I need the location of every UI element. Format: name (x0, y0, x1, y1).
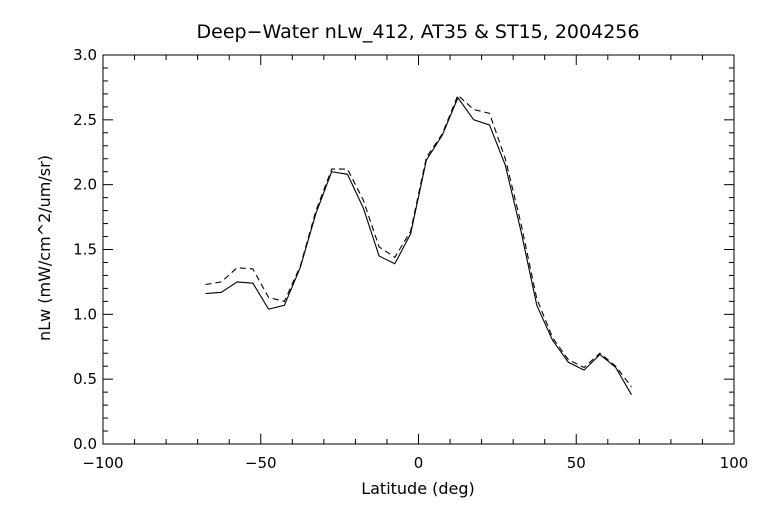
x-axis: −100 −50 0 50 100 (82, 55, 748, 472)
y-tick-label: 1.0 (73, 305, 97, 323)
y-axis: 0.0 0.5 1.0 1.5 2.0 2.5 3.0 (73, 46, 734, 453)
y-tick-label: 2.5 (73, 111, 97, 129)
chart-title: Deep−Water nLw_412, AT35 & ST15, 2004256 (197, 21, 640, 43)
y-tick-label: 3.0 (73, 46, 97, 64)
y-tick-label: 0.5 (73, 370, 97, 388)
series-line-solid (205, 96, 632, 395)
y-tick-label: 0.0 (73, 435, 97, 453)
y-axis-label: nLw (mW/cm^2/um/sr) (35, 155, 54, 341)
y-tick-label: 2.0 (73, 176, 97, 194)
x-tick-label: −50 (245, 454, 277, 472)
series-line-dashed (205, 94, 632, 388)
x-tick-label: −100 (82, 454, 123, 472)
series-group (205, 94, 632, 395)
x-axis-label: Latitude (deg) (361, 479, 475, 498)
x-tick-label: 100 (720, 454, 749, 472)
plot-area (102, 54, 735, 445)
x-tick-label: 50 (567, 454, 586, 472)
x-tick-label: 0 (414, 454, 424, 472)
y-tick-label: 1.5 (73, 241, 97, 259)
